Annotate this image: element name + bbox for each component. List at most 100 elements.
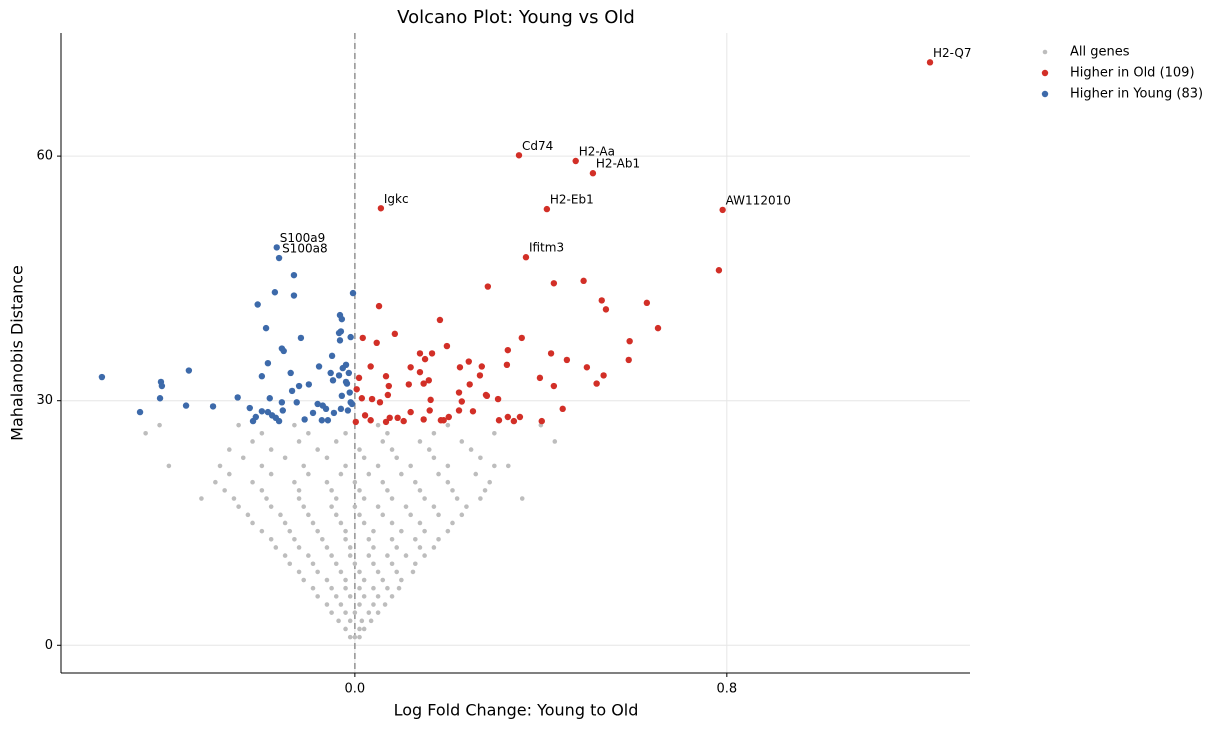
point — [583, 364, 591, 371]
point — [465, 358, 472, 365]
point — [336, 337, 344, 344]
point — [366, 610, 372, 615]
point — [483, 392, 491, 400]
point — [385, 382, 392, 390]
point — [359, 334, 366, 342]
point — [296, 545, 302, 550]
point — [296, 439, 302, 444]
point — [492, 431, 497, 436]
point — [416, 350, 424, 357]
point — [166, 463, 172, 469]
point — [264, 408, 272, 416]
annotation: H2-Q7 — [933, 46, 972, 60]
point — [306, 471, 311, 477]
point — [338, 392, 346, 400]
point — [309, 409, 317, 417]
point — [315, 569, 320, 575]
point — [417, 545, 423, 550]
point — [518, 334, 525, 342]
point — [361, 455, 367, 461]
legend-marker — [1041, 69, 1049, 77]
point — [329, 504, 334, 509]
point — [445, 413, 452, 421]
point — [389, 561, 395, 567]
point — [185, 367, 193, 374]
point — [403, 553, 409, 558]
point — [352, 610, 358, 615]
point — [305, 381, 313, 388]
point — [329, 377, 337, 384]
point — [382, 418, 390, 426]
point — [292, 422, 297, 428]
point — [250, 520, 255, 526]
point — [259, 463, 265, 469]
point — [301, 463, 307, 469]
point — [473, 471, 479, 477]
point — [347, 618, 353, 624]
point — [436, 512, 441, 518]
point — [394, 569, 400, 575]
point — [926, 59, 934, 66]
point — [352, 479, 358, 485]
point — [310, 585, 316, 591]
point — [361, 577, 367, 583]
point — [347, 553, 353, 558]
point — [431, 455, 437, 461]
point — [367, 363, 374, 370]
point — [338, 315, 346, 323]
point — [478, 496, 483, 501]
point — [322, 405, 330, 413]
point — [413, 536, 418, 542]
point — [250, 479, 255, 485]
point — [443, 342, 451, 350]
point — [338, 602, 344, 607]
point — [600, 372, 607, 379]
point — [330, 409, 338, 417]
point — [295, 382, 303, 390]
point — [347, 333, 354, 341]
point — [136, 408, 144, 416]
point — [598, 297, 605, 304]
point — [459, 439, 465, 444]
point — [306, 553, 311, 558]
point — [455, 407, 463, 414]
point — [352, 418, 359, 426]
point — [399, 471, 404, 477]
point — [343, 431, 348, 436]
point — [421, 355, 429, 363]
point — [333, 561, 339, 567]
point — [445, 528, 451, 534]
point — [264, 359, 272, 367]
point — [306, 431, 311, 436]
annotation: S100a9 — [280, 231, 326, 245]
point — [258, 408, 266, 415]
point — [327, 369, 334, 377]
y-tick-label: 30 — [36, 393, 53, 408]
point — [494, 395, 502, 403]
point — [301, 504, 307, 509]
point — [492, 463, 497, 469]
point — [348, 400, 356, 408]
point — [550, 280, 558, 287]
point — [262, 324, 270, 332]
point — [347, 594, 353, 599]
point — [222, 488, 227, 493]
point — [367, 417, 374, 424]
point — [408, 463, 413, 469]
point — [361, 496, 367, 501]
point — [352, 504, 358, 509]
y-tick-label: 0 — [45, 638, 53, 653]
point — [382, 602, 388, 607]
point — [495, 417, 503, 424]
point — [464, 504, 469, 509]
point — [654, 324, 662, 332]
point — [290, 292, 298, 299]
point — [268, 447, 274, 452]
point — [368, 618, 374, 624]
point — [352, 634, 358, 640]
point — [227, 471, 232, 477]
point — [394, 545, 400, 550]
point — [416, 368, 424, 376]
point — [158, 382, 166, 390]
